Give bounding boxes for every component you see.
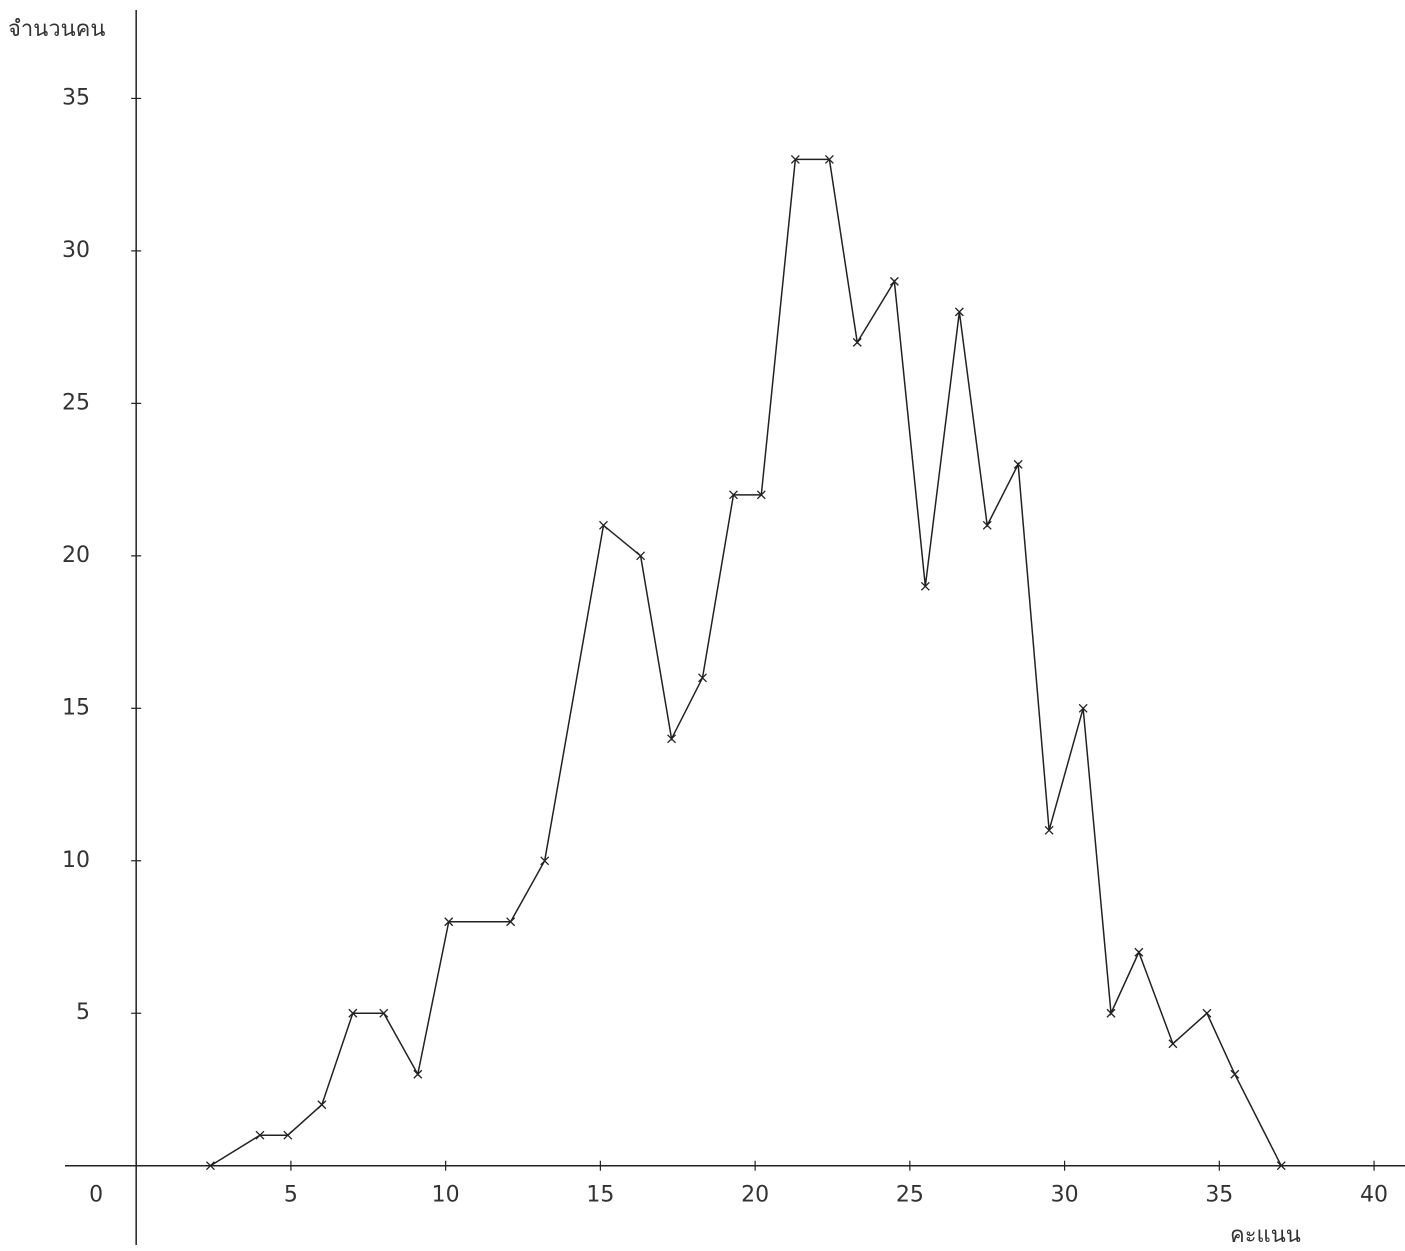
data-point xyxy=(698,673,707,683)
x-tick-label: 15 xyxy=(586,1183,614,1208)
y-tick-label: 20 xyxy=(62,543,90,568)
data-point xyxy=(728,490,738,500)
data-point xyxy=(1230,1069,1240,1079)
data-point xyxy=(1276,1161,1286,1171)
y-tick-label: 25 xyxy=(62,390,90,415)
data-point xyxy=(1168,1039,1178,1049)
x-tick-label: 20 xyxy=(741,1183,769,1208)
data-point xyxy=(756,490,766,500)
x-tick-label: 35 xyxy=(1205,1183,1233,1208)
data-point xyxy=(444,917,454,927)
data-point xyxy=(920,581,930,591)
data-point xyxy=(1013,459,1023,469)
data-point xyxy=(982,520,992,530)
data-point xyxy=(824,154,834,164)
x-tick-label: 40 xyxy=(1360,1183,1388,1208)
y-tick-label: 15 xyxy=(62,695,90,720)
data-point xyxy=(348,1008,358,1018)
x-tick-label: 30 xyxy=(1051,1183,1079,1208)
y-tick-label: 30 xyxy=(62,238,90,263)
y-tick-label: 35 xyxy=(62,85,90,110)
data-point xyxy=(413,1069,423,1079)
data-point xyxy=(889,276,899,286)
data-point xyxy=(317,1100,327,1110)
data-point xyxy=(636,551,646,561)
data-point xyxy=(954,307,964,317)
data-point xyxy=(667,734,677,744)
data-point xyxy=(599,520,608,530)
data-point xyxy=(255,1130,265,1140)
data-point xyxy=(283,1130,293,1140)
x-tick-label: 25 xyxy=(896,1183,924,1208)
data-point xyxy=(379,1008,389,1018)
x-tick-label: 10 xyxy=(432,1183,460,1208)
data-point xyxy=(1078,703,1088,713)
x-tick-label: 5 xyxy=(284,1183,298,1208)
data-point xyxy=(1044,825,1054,835)
data-point xyxy=(540,856,550,866)
data-point xyxy=(1134,947,1144,957)
y-axis-label: จำนวนคน xyxy=(8,17,105,42)
data-point xyxy=(852,337,862,347)
data-point xyxy=(1202,1008,1212,1018)
data-line xyxy=(210,158,1282,1167)
x-axis-label: คะแนน xyxy=(1230,1223,1301,1248)
data-point xyxy=(790,154,800,164)
data-point xyxy=(506,917,516,927)
data-point xyxy=(1106,1008,1116,1018)
x-tick-label: 0 xyxy=(89,1183,103,1208)
y-tick-label: 10 xyxy=(62,848,90,873)
y-tick-label: 5 xyxy=(76,1000,90,1025)
data-point xyxy=(205,1161,215,1171)
